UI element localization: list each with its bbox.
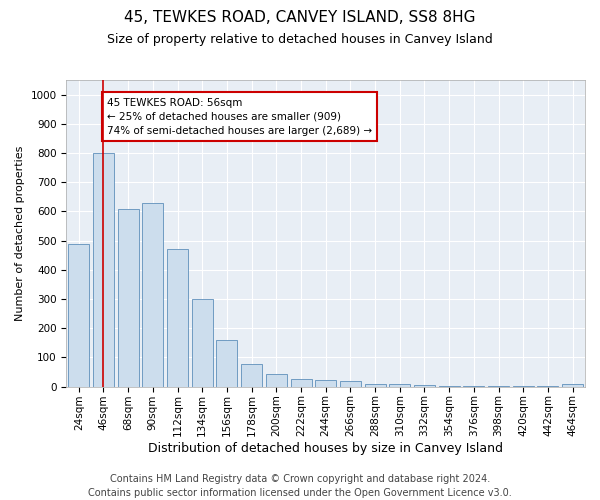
- Bar: [167, 250, 188, 386]
- Bar: [290, 380, 311, 386]
- Text: Contains HM Land Registry data © Crown copyright and database right 2024.
Contai: Contains HM Land Registry data © Crown c…: [88, 474, 512, 498]
- Text: 45 TEWKES ROAD: 56sqm
← 25% of detached houses are smaller (909)
74% of semi-det: 45 TEWKES ROAD: 56sqm ← 25% of detached …: [107, 98, 372, 136]
- Bar: [142, 202, 163, 386]
- X-axis label: Distribution of detached houses by size in Canvey Island: Distribution of detached houses by size …: [148, 442, 503, 455]
- Bar: [414, 385, 435, 386]
- Text: Size of property relative to detached houses in Canvey Island: Size of property relative to detached ho…: [107, 32, 493, 46]
- Bar: [266, 374, 287, 386]
- Bar: [241, 364, 262, 386]
- Bar: [192, 299, 213, 386]
- Text: 45, TEWKES ROAD, CANVEY ISLAND, SS8 8HG: 45, TEWKES ROAD, CANVEY ISLAND, SS8 8HG: [124, 10, 476, 25]
- Bar: [93, 153, 114, 386]
- Bar: [340, 382, 361, 386]
- Y-axis label: Number of detached properties: Number of detached properties: [15, 146, 25, 321]
- Bar: [365, 384, 386, 386]
- Bar: [562, 384, 583, 386]
- Bar: [118, 208, 139, 386]
- Bar: [217, 340, 238, 386]
- Bar: [315, 380, 336, 386]
- Bar: [389, 384, 410, 386]
- Bar: [68, 244, 89, 386]
